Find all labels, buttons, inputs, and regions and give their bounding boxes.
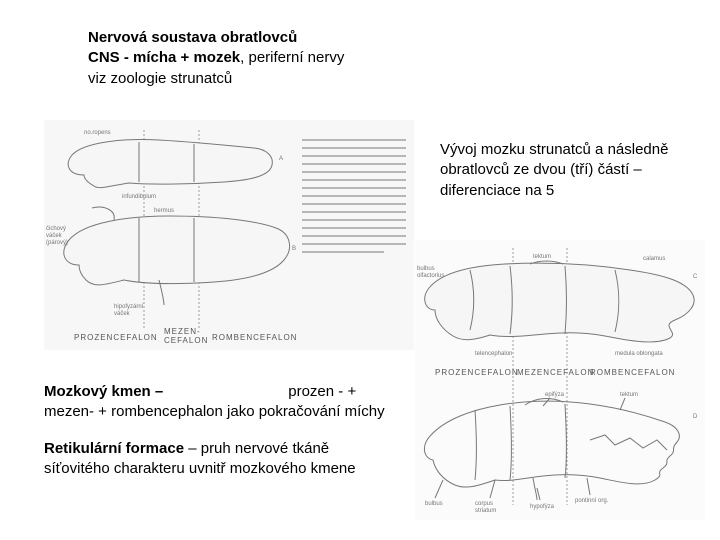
- brainstem-gap: [163, 383, 288, 400]
- caption-rombencefalon: ROMBENCEFALON: [212, 333, 297, 342]
- svg-text:bulbus: bulbus: [417, 266, 435, 272]
- reticular-para: Retikulární formace – pruh nervové tkáně…: [44, 439, 394, 480]
- title-line2-rest: , periferní nervy: [240, 49, 344, 66]
- label-c: C: [693, 274, 698, 280]
- brain-svg-right: C bulbus olfactorius tektum calamus tele…: [415, 240, 705, 520]
- caption2-rombencefalon: ROMBENCEFALON: [590, 368, 675, 377]
- svg-text:medula oblongata: medula oblongata: [615, 351, 663, 357]
- svg-text:epifýza: epifýza: [545, 392, 565, 398]
- svg-text:CEFALON: CEFALON: [164, 336, 208, 345]
- svg-text:čichový: čichový: [46, 226, 66, 232]
- brain-diagram-left: A no.ropens infundibulum B hermus hipofy…: [44, 120, 414, 350]
- label-b: B: [292, 246, 296, 252]
- svg-text:tektum: tektum: [533, 254, 551, 260]
- brain-diagram-right: C bulbus olfactorius tektum calamus tele…: [415, 240, 705, 520]
- svg-text:no.ropens: no.ropens: [84, 130, 111, 136]
- reticular-label: Retikulární formace: [44, 440, 184, 457]
- header: Nervová soustava obratlovců CNS - mícha …: [88, 28, 428, 89]
- svg-text:hipofyzární: hipofyzární: [114, 304, 144, 310]
- svg-text:tektum: tektum: [620, 392, 638, 398]
- caption2-mezencefalon: MEZENCEFALON: [517, 368, 594, 377]
- svg-text:(párový): (párový): [46, 240, 68, 246]
- title-line-2: CNS - mícha + mozek, periferní nervy: [88, 48, 428, 68]
- svg-text:váček: váček: [46, 233, 63, 239]
- brain-svg-left: A no.ropens infundibulum B hermus hipofy…: [44, 120, 414, 350]
- svg-text:váček: váček: [114, 311, 131, 317]
- label-a: A: [279, 156, 283, 162]
- title-line-1: Nervová soustava obratlovců: [88, 28, 428, 48]
- caption-prozencefalon: PROZENCEFALON: [74, 333, 158, 342]
- svg-text:MEZEN-: MEZEN-: [164, 327, 201, 336]
- title-line-3: viz zoologie strunatců: [88, 69, 428, 89]
- caption2-prozencefalon: PROZENCEFALON: [435, 368, 519, 377]
- brainstem-para: Mozkový kmen – prozen - + mezen- + rombe…: [44, 382, 394, 423]
- label-d: D: [693, 414, 698, 420]
- svg-text:calamus: calamus: [643, 256, 665, 262]
- right-paragraph: Vývoj mozku strunatců a následně obratlo…: [440, 140, 695, 201]
- svg-text:telencephalon: telencephalon: [475, 351, 512, 357]
- svg-text:hermus: hermus: [154, 208, 174, 214]
- title-cns: CNS - mícha + mozek: [88, 49, 240, 66]
- bottom-text: Mozkový kmen – prozen - + mezen- + rombe…: [44, 382, 394, 479]
- svg-text:olfactorius: olfactorius: [417, 273, 444, 279]
- brainstem-label: Mozkový kmen –: [44, 383, 163, 400]
- svg-text:infundibulum: infundibulum: [122, 194, 156, 200]
- svg-text:striatum: striatum: [475, 508, 496, 514]
- svg-text:bulbus: bulbus: [425, 501, 443, 507]
- svg-text:pontinní org.: pontinní org.: [575, 498, 609, 504]
- svg-text:hypofýza: hypofýza: [530, 504, 555, 510]
- svg-text:corpus: corpus: [475, 501, 493, 507]
